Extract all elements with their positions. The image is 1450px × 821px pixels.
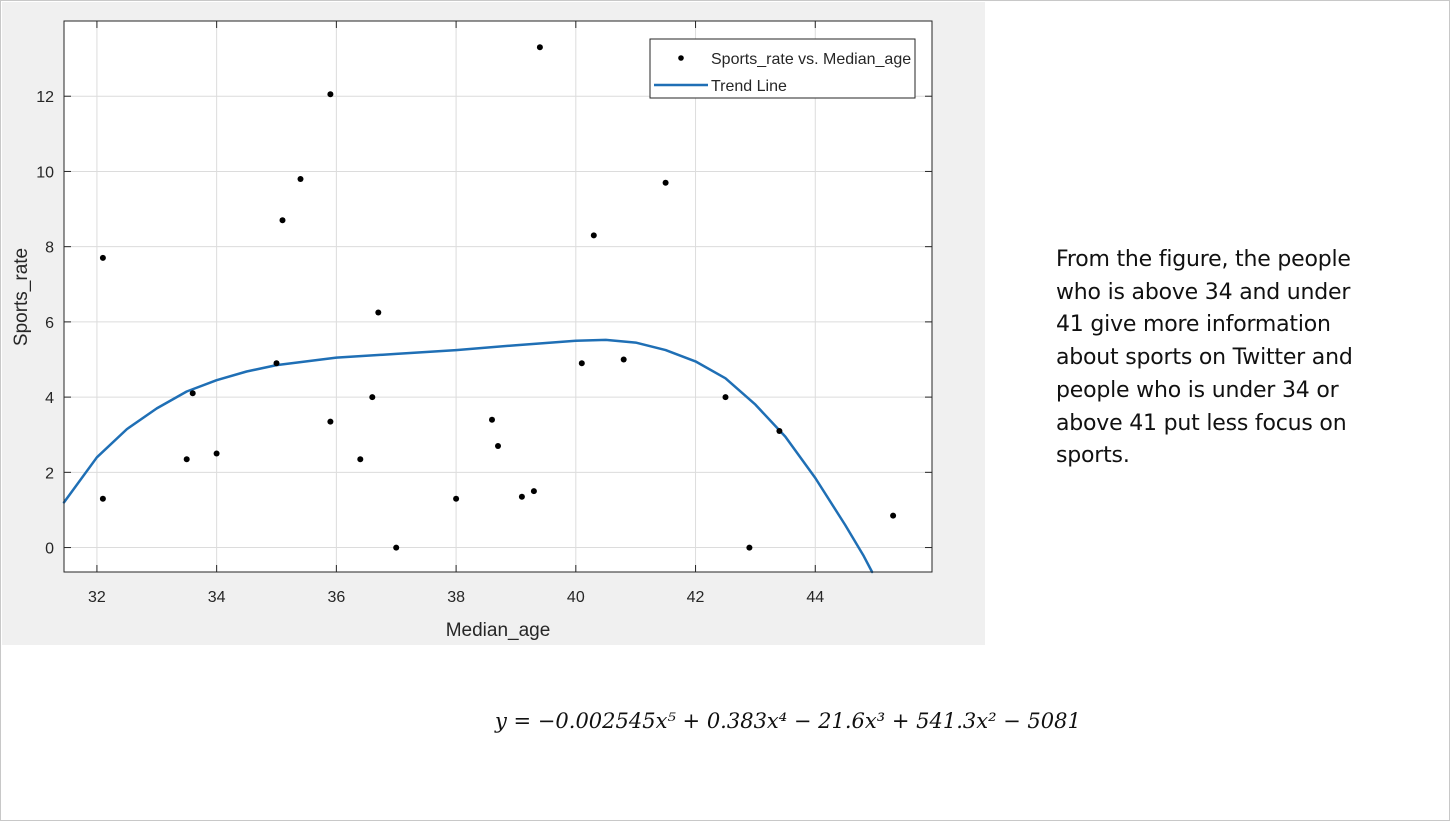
- y-axis-label: Sports_rate: [11, 248, 32, 346]
- data-point: [620, 356, 627, 363]
- data-point: [189, 390, 196, 397]
- y-tick-label: 0: [45, 541, 54, 558]
- data-point: [99, 254, 106, 261]
- x-tick-label: 34: [208, 589, 226, 606]
- data-point: [213, 450, 220, 457]
- data-point: [746, 544, 753, 551]
- data-point: [327, 91, 334, 98]
- data-point: [590, 232, 597, 239]
- y-tick-label: 2: [45, 465, 54, 482]
- trend-equation: y = −0.002545x⁵ + 0.383x⁴ − 21.6x³ + 541…: [495, 709, 1081, 733]
- data-point: [536, 44, 543, 51]
- data-point: [489, 416, 495, 423]
- y-tick-label: 6: [45, 315, 54, 332]
- data-point: [273, 360, 280, 367]
- data-point: [327, 418, 334, 425]
- x-axis-label: Median_age: [446, 620, 551, 641]
- x-tick-label: 40: [567, 589, 585, 606]
- axis-ticks: [64, 21, 932, 572]
- x-tick-labels: 32 34 36 38 40 42 44: [88, 589, 824, 606]
- x-tick-label: 38: [447, 589, 465, 606]
- data-point: [297, 176, 304, 182]
- trend-line-layer: [62, 338, 874, 574]
- data-point: [357, 456, 364, 463]
- y-tick-labels: 0 2 4 6 8 10 12: [36, 89, 54, 557]
- data-point: [890, 512, 897, 519]
- x-tick-label: 44: [806, 589, 824, 606]
- plot-frame: [63, 20, 933, 573]
- legend-scatter-label: Sports_rate vs. Median_age: [711, 51, 911, 68]
- legend: Sports_rate vs. Median_age Trend Line: [649, 38, 916, 99]
- x-tick-label: 36: [327, 589, 345, 606]
- legend-scatter-marker: [678, 55, 684, 61]
- trend-line: [62, 338, 874, 574]
- data-point: [578, 360, 585, 367]
- data-point: [183, 456, 190, 463]
- data-point: [369, 394, 376, 401]
- data-point: [279, 217, 286, 224]
- data-point: [530, 488, 537, 495]
- legend-trend-line-label: Trend Line: [711, 78, 787, 95]
- x-tick-label: 32: [88, 589, 106, 606]
- y-tick-label: 12: [36, 89, 54, 106]
- data-point: [375, 309, 382, 316]
- data-point: [453, 495, 460, 502]
- legend-box: [649, 38, 916, 99]
- data-point: [662, 179, 669, 186]
- plot-area: [64, 21, 932, 572]
- x-tick-label: 42: [687, 589, 705, 606]
- figure-panel: 32 34 36 38 40 42 44 0 2 4 6 8 10 12 Median_age Spor…: [2, 2, 985, 645]
- y-tick-label: 4: [45, 390, 54, 407]
- data-point: [495, 443, 501, 449]
- data-point: [722, 394, 729, 401]
- explanation-text: From the figure, the people who is above…: [1056, 247, 1353, 469]
- data-point: [393, 544, 400, 551]
- y-tick-label: 8: [45, 240, 54, 257]
- data-point: [99, 495, 106, 502]
- y-tick-label: 10: [36, 164, 54, 181]
- data-points: [99, 44, 897, 551]
- data-point: [518, 493, 525, 500]
- scatter-chart: 32 34 36 38 40 42 44 0 2 4 6 8 10 12 Median_age Spor…: [11, 20, 933, 641]
- data-point: [776, 428, 783, 434]
